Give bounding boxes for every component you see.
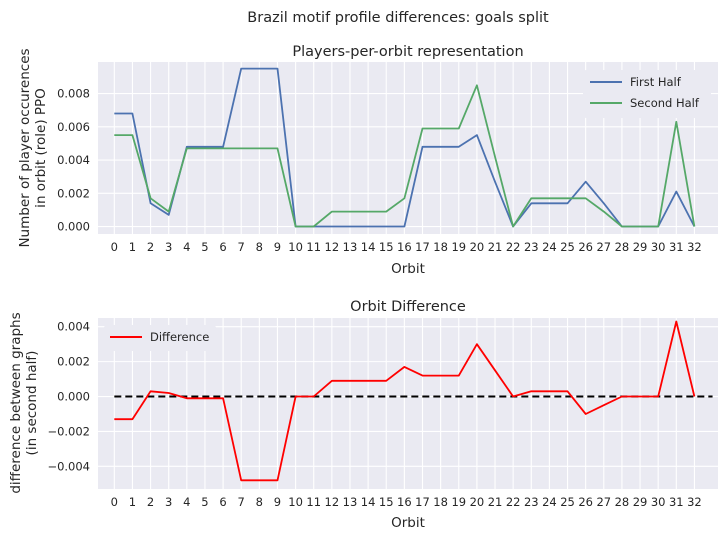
- top-x-tick-label: 20: [470, 240, 485, 254]
- legend-label-second-half: Second Half: [630, 96, 700, 110]
- bottom-x-tick-label: 5: [201, 495, 208, 509]
- top-x-tick-label: 21: [488, 240, 503, 254]
- bottom-x-tick-label: 18: [433, 495, 448, 509]
- bottom-x-tick-label: 14: [361, 495, 376, 509]
- series-line-difference: [114, 320, 696, 482]
- series-line-second-half: [114, 84, 696, 228]
- bottom-y-axis-label-line1: difference between graphs: [8, 312, 24, 493]
- bottom-x-tick-label: 9: [274, 495, 281, 509]
- top-x-axis-label: Orbit: [391, 261, 425, 277]
- bottom-x-tick-label: 17: [415, 495, 430, 509]
- top-x-tick-label: 2: [147, 240, 154, 254]
- top-x-tick-label: 17: [415, 240, 430, 254]
- bottom-x-tick-label: 26: [578, 495, 593, 509]
- bottom-x-tick-label: 22: [506, 495, 521, 509]
- top-x-tick-label: 14: [361, 240, 376, 254]
- bottom-y-tick-label: 0.000: [57, 390, 90, 404]
- top-x-tick-label: 11: [306, 240, 321, 254]
- top-x-tick-label: 9: [274, 240, 281, 254]
- bottom-chart: 0 1 2 3 4 5 6 7 8 9 10 11 12 13 14 15 16 17 18 19 20 21 22 23 24…: [8, 299, 718, 531]
- bottom-x-tick-label: 12: [325, 495, 340, 509]
- top-x-tick-label: 4: [183, 240, 190, 254]
- bottom-legend: Difference: [104, 325, 216, 351]
- bottom-y-tick-label: 0.004: [57, 320, 90, 334]
- top-x-tick-label: 19: [451, 240, 466, 254]
- top-y-tick-label: 0.002: [57, 186, 90, 200]
- top-y-axis-label-line2: in orbit (role) PPO: [33, 88, 49, 208]
- top-x-tick-label: 12: [325, 240, 340, 254]
- top-x-tick-label: 15: [379, 240, 394, 254]
- top-x-tick-label: 7: [238, 240, 245, 254]
- top-x-tick-label: 0: [111, 240, 118, 254]
- top-x-tick-label: 13: [343, 240, 358, 254]
- top-x-tick-label: 6: [219, 240, 226, 254]
- bottom-y-axis-label-line2: (in second half): [24, 351, 40, 456]
- top-x-tick-label: 28: [615, 240, 630, 254]
- bottom-x-tick-label: 6: [219, 495, 226, 509]
- top-x-tick-label: 24: [542, 240, 557, 254]
- top-legend: First Half Second Half: [583, 70, 711, 118]
- top-x-tick-label: 31: [669, 240, 684, 254]
- bottom-x-tick-label: 13: [343, 495, 358, 509]
- bottom-x-tick-label: 3: [165, 495, 172, 509]
- top-x-tick-label: 3: [165, 240, 172, 254]
- bottom-x-tick-label: 0: [111, 495, 118, 509]
- bottom-x-tick-label: 30: [651, 495, 666, 509]
- bottom-x-axis-label: Orbit: [391, 515, 425, 531]
- bottom-x-tick-label: 20: [470, 495, 485, 509]
- top-x-tick-label: 25: [560, 240, 575, 254]
- top-x-tick-label: 26: [578, 240, 593, 254]
- top-y-tick-label: 0.006: [57, 120, 90, 134]
- top-x-tick-label: 30: [651, 240, 666, 254]
- top-x-tick-label: 32: [687, 240, 702, 254]
- top-x-tick-label: 18: [433, 240, 448, 254]
- series-line-first-half: [114, 67, 696, 228]
- bottom-x-tick-label: 32: [687, 495, 702, 509]
- bottom-x-tick-label: 29: [633, 495, 648, 509]
- bottom-legend-box: [104, 325, 216, 351]
- bottom-x-tick-label: 8: [256, 495, 263, 509]
- bottom-x-tick-label: 27: [596, 495, 611, 509]
- top-x-tick-label: 29: [633, 240, 648, 254]
- top-x-tick-label: 22: [506, 240, 521, 254]
- bottom-x-tick-label: 31: [669, 495, 684, 509]
- bottom-chart-title: Orbit Difference: [350, 299, 466, 315]
- top-chart-title: Players-per-orbit representation: [292, 44, 523, 60]
- bottom-x-tick-label: 15: [379, 495, 394, 509]
- bottom-x-tick-label: 1: [129, 495, 136, 509]
- top-chart: 0 1 2 3 4 5 6 7 8 9 10 11 12 13 14 15 16 17 18 19 20 21 22 23 24…: [17, 44, 718, 277]
- bottom-y-tick-label: 0.002: [57, 355, 90, 369]
- bottom-x-tick-label: 2: [147, 495, 154, 509]
- top-y-tick-label: 0.000: [57, 220, 90, 234]
- bottom-x-tick-label: 16: [397, 495, 412, 509]
- legend-label-first-half: First Half: [630, 75, 682, 89]
- bottom-x-tick-label: 24: [542, 495, 557, 509]
- bottom-x-tick-label: 4: [183, 495, 190, 509]
- bottom-x-tick-label: 25: [560, 495, 575, 509]
- bottom-x-tick-label: 19: [451, 495, 466, 509]
- bottom-x-tick-label: 11: [306, 495, 321, 509]
- top-y-axis-label-line1: Number of player occurences: [17, 48, 33, 247]
- top-x-tick-label: 10: [288, 240, 303, 254]
- top-x-tick-label: 8: [256, 240, 263, 254]
- bottom-x-tick-label: 28: [615, 495, 630, 509]
- top-x-tick-label: 1: [129, 240, 136, 254]
- bottom-x-tick-label: 10: [288, 495, 303, 509]
- top-x-tick-label: 27: [596, 240, 611, 254]
- legend-label-difference: Difference: [150, 330, 209, 344]
- top-x-tick-label: 23: [524, 240, 539, 254]
- top-x-tick-label: 16: [397, 240, 412, 254]
- bottom-x-tick-label: 7: [238, 495, 245, 509]
- bottom-x-tick-label: 21: [488, 495, 503, 509]
- top-y-tick-label: 0.004: [57, 153, 90, 167]
- figure-suptitle: Brazil motif profile differences: goals …: [247, 10, 549, 26]
- bottom-y-tick-label: −0.002: [47, 424, 90, 438]
- bottom-x-tick-label: 23: [524, 495, 539, 509]
- top-x-tick-label: 5: [201, 240, 208, 254]
- top-y-tick-label: 0.008: [57, 87, 90, 101]
- bottom-y-tick-label: −0.004: [47, 459, 90, 473]
